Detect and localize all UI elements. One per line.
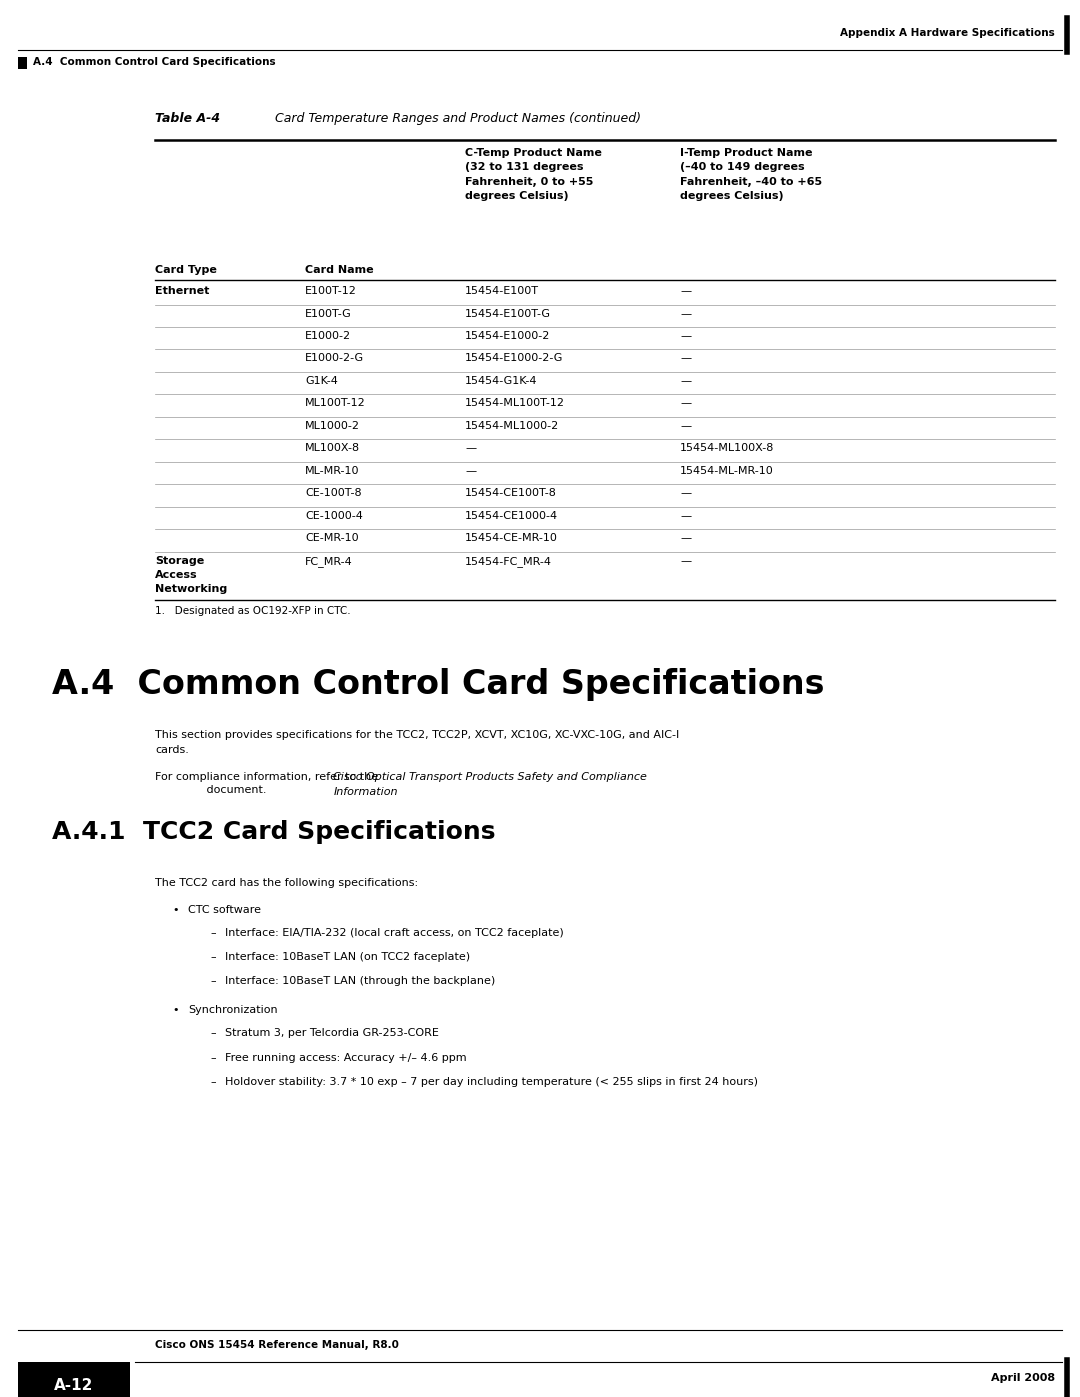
Text: CE-100T-8: CE-100T-8 — [305, 488, 362, 497]
Text: —: — — [680, 286, 691, 296]
Text: A-12: A-12 — [54, 1377, 94, 1393]
Text: Ethernet: Ethernet — [156, 286, 210, 296]
Text: •: • — [172, 905, 178, 915]
Text: CE-MR-10: CE-MR-10 — [305, 534, 359, 543]
Text: ML100X-8: ML100X-8 — [305, 443, 360, 453]
Text: ML-MR-10: ML-MR-10 — [305, 467, 360, 476]
Text: CTC software: CTC software — [188, 905, 261, 915]
Text: Table A-4: Table A-4 — [156, 112, 220, 124]
Text: —: — — [680, 556, 691, 566]
Text: This section provides specifications for the TCC2, TCC2P, XCVT, XC10G, XC-VXC-10: This section provides specifications for… — [156, 731, 679, 754]
Text: 15454-E100T-G: 15454-E100T-G — [465, 309, 551, 319]
Text: •: • — [172, 1004, 178, 1016]
Text: document.: document. — [203, 785, 267, 795]
Text: For compliance information, refer to the: For compliance information, refer to the — [156, 773, 381, 782]
Text: 15454-G1K-4: 15454-G1K-4 — [465, 376, 538, 386]
Text: —: — — [680, 398, 691, 408]
Text: Interface: EIA/TIA-232 (local craft access, on TCC2 faceplate): Interface: EIA/TIA-232 (local craft acce… — [225, 928, 564, 937]
Text: 15454-ML100T-12: 15454-ML100T-12 — [465, 398, 565, 408]
Text: E1000-2-G: E1000-2-G — [305, 353, 364, 363]
Text: Storage
Access
Networking: Storage Access Networking — [156, 556, 227, 594]
Text: Free running access: Accuracy +/– 4.6 ppm: Free running access: Accuracy +/– 4.6 pp… — [225, 1053, 467, 1063]
Text: —: — — [680, 309, 691, 319]
Text: —: — — [680, 353, 691, 363]
Text: 1.   Designated as OC192-XFP in CTC.: 1. Designated as OC192-XFP in CTC. — [156, 606, 351, 616]
Text: Synchronization: Synchronization — [188, 1004, 278, 1016]
Text: I-Temp Product Name
(–40 to 149 degrees
Fahrenheit, –40 to +65
degrees Celsius): I-Temp Product Name (–40 to 149 degrees … — [680, 148, 822, 201]
Text: —: — — [680, 376, 691, 386]
Text: 15454-ML100X-8: 15454-ML100X-8 — [680, 443, 774, 453]
Text: E1000-2: E1000-2 — [305, 331, 351, 341]
Text: 15454-E1000-2-G: 15454-E1000-2-G — [465, 353, 564, 363]
Text: –: – — [210, 977, 216, 986]
Text: 15454-ML-MR-10: 15454-ML-MR-10 — [680, 467, 773, 476]
Text: C-Temp Product Name
(32 to 131 degrees
Fahrenheit, 0 to +55
degrees Celsius): C-Temp Product Name (32 to 131 degrees F… — [465, 148, 602, 201]
Text: 15454-ML1000-2: 15454-ML1000-2 — [465, 420, 559, 432]
Text: Stratum 3, per Telcordia GR-253-CORE: Stratum 3, per Telcordia GR-253-CORE — [225, 1028, 438, 1038]
Text: Card Type: Card Type — [156, 265, 217, 275]
Text: A.4.1  TCC2 Card Specifications: A.4.1 TCC2 Card Specifications — [52, 820, 496, 844]
Text: Appendix A Hardware Specifications: Appendix A Hardware Specifications — [840, 28, 1055, 38]
Text: —: — — [680, 488, 691, 497]
Text: The TCC2 card has the following specifications:: The TCC2 card has the following specific… — [156, 877, 418, 888]
Text: G1K-4: G1K-4 — [305, 376, 338, 386]
Text: Card Temperature Ranges and Product Names (continued): Card Temperature Ranges and Product Name… — [275, 112, 642, 124]
Text: ML100T-12: ML100T-12 — [305, 398, 366, 408]
Text: —: — — [680, 331, 691, 341]
Bar — [18, 1362, 130, 1397]
Text: 15454-E100T: 15454-E100T — [465, 286, 539, 296]
Text: CE-1000-4: CE-1000-4 — [305, 511, 363, 521]
Text: April 2008: April 2008 — [990, 1373, 1055, 1383]
Text: –: – — [210, 1053, 216, 1063]
Text: –: – — [210, 1028, 216, 1038]
Text: A.4  Common Control Card Specifications: A.4 Common Control Card Specifications — [52, 668, 824, 701]
Text: –: – — [210, 951, 216, 963]
Text: E100T-G: E100T-G — [305, 309, 352, 319]
Text: –: – — [210, 928, 216, 937]
Bar — [18, 57, 27, 68]
Text: 15454-CE-MR-10: 15454-CE-MR-10 — [465, 534, 558, 543]
Text: ML1000-2: ML1000-2 — [305, 420, 360, 432]
Text: —: — — [680, 420, 691, 432]
Text: 15454-CE100T-8: 15454-CE100T-8 — [465, 488, 557, 497]
Text: —: — — [465, 467, 476, 476]
Text: –: – — [210, 1077, 216, 1087]
Text: —: — — [680, 511, 691, 521]
Text: A.4  Common Control Card Specifications: A.4 Common Control Card Specifications — [33, 57, 275, 67]
Text: Holdover stability: 3.7 * 10 exp – 7 per day including temperature (< 255 slips : Holdover stability: 3.7 * 10 exp – 7 per… — [225, 1077, 758, 1087]
Text: Card Name: Card Name — [305, 265, 374, 275]
Text: Interface: 10BaseT LAN (on TCC2 faceplate): Interface: 10BaseT LAN (on TCC2 faceplat… — [225, 951, 470, 963]
Text: 15454-FC_MR-4: 15454-FC_MR-4 — [465, 556, 552, 567]
Text: Interface: 10BaseT LAN (through the backplane): Interface: 10BaseT LAN (through the back… — [225, 977, 496, 986]
Text: E100T-12: E100T-12 — [305, 286, 356, 296]
Text: Cisco Optical Transport Products Safety and Compliance
Information: Cisco Optical Transport Products Safety … — [334, 773, 647, 796]
Text: 15454-E1000-2: 15454-E1000-2 — [465, 331, 551, 341]
Text: Cisco ONS 15454 Reference Manual, R8.0: Cisco ONS 15454 Reference Manual, R8.0 — [156, 1340, 399, 1350]
Text: 15454-CE1000-4: 15454-CE1000-4 — [465, 511, 558, 521]
Text: —: — — [680, 534, 691, 543]
Text: —: — — [465, 443, 476, 453]
Text: FC_MR-4: FC_MR-4 — [305, 556, 353, 567]
